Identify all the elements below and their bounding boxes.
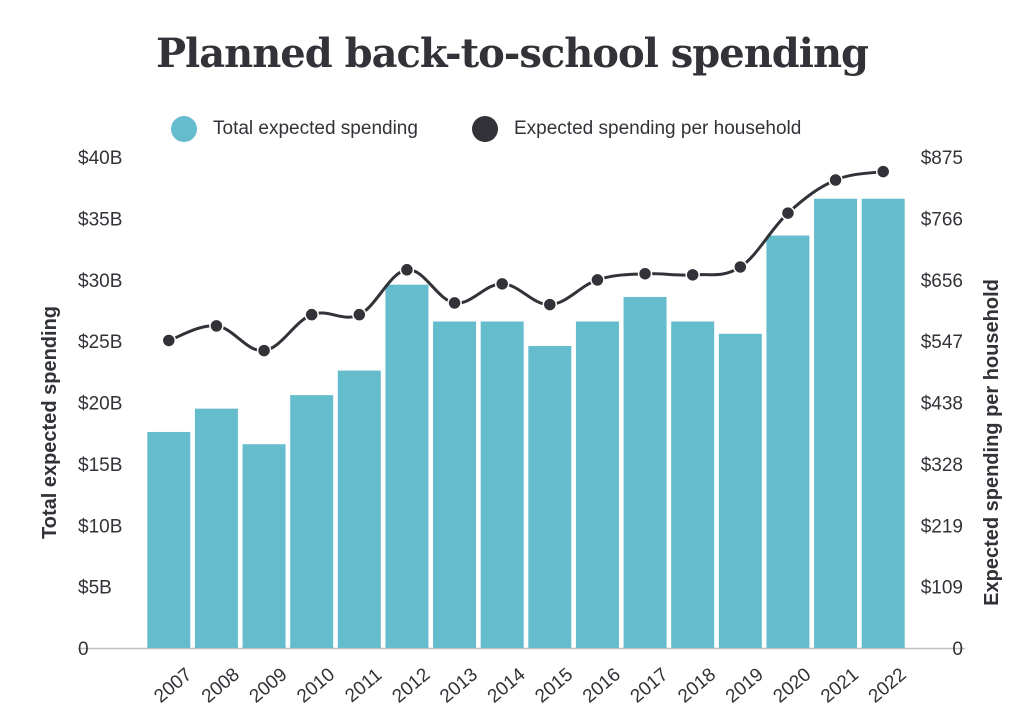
legend: Total expected spending Expected spendin…	[0, 112, 1024, 146]
y-right-tick-label: $109	[921, 578, 963, 599]
bar	[623, 296, 667, 648]
legend-swatch-bar	[171, 116, 197, 142]
bar	[385, 284, 429, 648]
bar	[147, 431, 191, 648]
x-tick-label: 2016	[579, 664, 625, 707]
legend-label-total-expected-spending: Total expected spending	[213, 118, 418, 139]
x-tick-label: 2019	[722, 664, 768, 707]
bar	[242, 444, 286, 648]
line-point	[161, 333, 177, 348]
line-point	[685, 267, 700, 283]
bar	[718, 333, 762, 648]
y-left-tick-label: $40B	[78, 148, 122, 169]
line-point	[352, 307, 367, 322]
bar	[575, 321, 619, 648]
x-tick-label: 2013	[436, 664, 482, 707]
y-right-tick-label: 0	[952, 639, 963, 660]
line-point	[637, 266, 653, 281]
legend-label-expected-spending-per-household: Expected spending per household	[514, 118, 802, 139]
bar	[194, 408, 238, 648]
line-point	[828, 172, 843, 188]
line-point	[590, 272, 605, 288]
bar	[528, 346, 572, 648]
y-left-tick-label: $10B	[78, 516, 122, 537]
chart-title: Planned back-to-school spending	[155, 30, 869, 77]
bar	[480, 321, 524, 648]
y-right-axis-label: Expected spending per household	[981, 279, 1003, 606]
line-point	[304, 307, 319, 322]
bar	[671, 321, 715, 648]
y-right-tick-label: $219	[921, 516, 963, 537]
legend-item-expected-spending-per-household: Expected spending per household	[472, 112, 801, 146]
x-tick-label: 2012	[388, 664, 434, 707]
x-tick-label: 2021	[817, 664, 863, 707]
legend-item-total-expected-spending: Total expected spending	[171, 112, 418, 146]
y-left-tick-label: $25B	[78, 332, 122, 353]
x-tick-label: 2017	[627, 664, 673, 707]
x-tick-label: 2007	[150, 664, 196, 707]
y-left-tick-label: $20B	[78, 394, 122, 415]
y-right-tick-label: $656	[921, 271, 963, 292]
bar	[433, 321, 477, 648]
x-tick-label: 2015	[531, 664, 577, 707]
x-tick-label: 2009	[246, 664, 292, 707]
y-left-axis-label: Total expected spending	[39, 306, 61, 539]
bar	[814, 198, 858, 649]
x-tick-label: 2011	[341, 665, 386, 707]
y-left-tick-label: 0	[78, 639, 89, 660]
line-point	[542, 297, 558, 312]
line-point	[875, 164, 891, 179]
line-point	[780, 205, 796, 221]
x-tick-label: 2022	[865, 664, 911, 707]
line-series-path	[168, 170, 884, 353]
x-tick-label: 2018	[674, 664, 720, 707]
x-tick-label: 2020	[769, 664, 815, 707]
line-point	[494, 276, 510, 292]
y-left-tick-label: $35B	[78, 209, 122, 230]
x-tick-label: 2010	[293, 664, 339, 707]
bar	[861, 198, 905, 649]
x-tick-label: 2008	[198, 664, 244, 707]
legend-swatch-line	[472, 116, 498, 142]
x-tick-label: 2014	[484, 664, 530, 708]
bar	[337, 370, 381, 648]
y-left-tick-label: $30B	[78, 271, 122, 292]
line-point	[256, 343, 272, 358]
y-right-tick-label: $875	[921, 148, 963, 169]
y-right-tick-label: $328	[921, 455, 963, 476]
line-point	[209, 318, 224, 334]
y-right-tick-label: $547	[921, 332, 963, 353]
bar	[766, 235, 810, 648]
y-left-tick-label: $15B	[78, 455, 122, 476]
bar	[290, 395, 334, 648]
line-point	[399, 262, 415, 278]
y-right-tick-label: $438	[921, 394, 963, 415]
y-right-tick-label: $766	[921, 209, 963, 230]
y-left-tick-label: $5B	[78, 578, 112, 599]
line-point	[733, 259, 748, 275]
line-point	[447, 295, 462, 311]
